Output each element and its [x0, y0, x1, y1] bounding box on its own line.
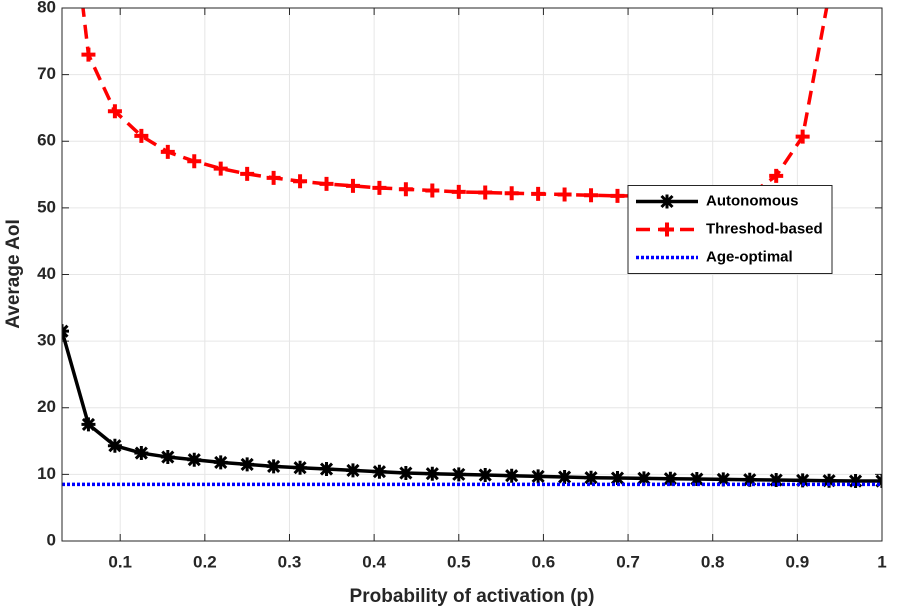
legend-label: Threshod-based: [706, 220, 823, 237]
series-marker: [663, 471, 678, 486]
x-tick-label: 0.7: [616, 552, 640, 571]
series-marker: [557, 187, 572, 202]
series-marker: [81, 47, 96, 62]
series-marker: [425, 466, 440, 481]
series-marker: [610, 188, 625, 203]
series-marker: [187, 154, 202, 169]
series-marker: [425, 183, 440, 198]
x-tick-label: 0.1: [108, 552, 132, 571]
series-marker: [531, 186, 546, 201]
y-tick-label: 20: [37, 397, 56, 416]
series-marker: [213, 161, 228, 176]
y-tick-label: 80: [37, 0, 56, 16]
series-marker: [240, 457, 255, 472]
series-marker: [716, 472, 731, 487]
series-marker: [345, 178, 360, 193]
series-marker: [769, 168, 784, 183]
legend-label: Age-optimal: [706, 248, 793, 265]
series-marker: [822, 473, 837, 488]
series-marker: [187, 452, 202, 467]
series-marker: [531, 469, 546, 484]
series-marker: [319, 462, 334, 477]
series-marker: [266, 459, 281, 474]
y-tick-label: 50: [37, 197, 56, 216]
x-tick-label: 0.3: [278, 552, 302, 571]
x-tick-label: 0.4: [362, 552, 386, 571]
series-marker: [795, 473, 810, 488]
legend-marker: [660, 222, 674, 237]
series-marker: [795, 129, 810, 144]
x-tick-label: 0.6: [532, 552, 556, 571]
x-tick-label: 0.8: [701, 552, 725, 571]
series-marker: [848, 474, 863, 489]
series-marker: [372, 180, 387, 195]
series-marker: [584, 470, 599, 485]
series-marker: [160, 144, 175, 159]
series-marker: [636, 471, 651, 486]
axes-box: [61, 7, 883, 542]
series-marker: [213, 455, 228, 470]
series-marker: [345, 463, 360, 478]
series-marker: [81, 417, 96, 432]
x-axis-label: Probability of activation (p): [350, 586, 595, 607]
y-tick-label: 30: [37, 331, 56, 350]
x-tick-label: 1: [877, 552, 886, 571]
series-marker: [372, 464, 387, 479]
series-marker: [293, 174, 308, 189]
y-tick-label: 60: [37, 131, 56, 150]
series-marker: [240, 166, 255, 181]
y-tick-label: 40: [37, 264, 56, 283]
legend-label: Autonomous: [706, 192, 798, 209]
series-marker: [107, 438, 122, 453]
series-marker: [610, 471, 625, 486]
series-marker: [769, 473, 784, 488]
x-tick-label: 0.9: [786, 552, 810, 571]
series-marker: [478, 468, 493, 483]
series-marker: [584, 188, 599, 203]
series-marker: [266, 170, 281, 185]
series-marker: [134, 446, 149, 461]
x-tick-label: 0.2: [193, 552, 217, 571]
series-marker: [504, 468, 519, 483]
series-marker: [689, 472, 704, 487]
series-marker: [160, 450, 175, 465]
series-marker: [398, 182, 413, 197]
series-marker: [822, 0, 836, 2]
y-tick-label: 0: [47, 530, 56, 549]
series-marker: [319, 176, 334, 191]
x-tick-label: 0.5: [447, 552, 471, 571]
series-marker: [451, 467, 466, 482]
y-axis-label: Average AoI: [3, 219, 24, 328]
legend-marker: [660, 194, 674, 209]
series-marker: [451, 184, 466, 199]
y-tick-label: 70: [37, 64, 56, 83]
series-marker: [398, 466, 413, 481]
y-tick-label: 10: [37, 464, 56, 483]
series-marker: [134, 128, 149, 143]
series-marker: [107, 104, 122, 119]
series-marker: [293, 460, 308, 475]
series-marker: [557, 470, 572, 485]
series-marker: [742, 472, 757, 487]
series-marker: [478, 185, 493, 200]
series-marker: [504, 186, 519, 201]
